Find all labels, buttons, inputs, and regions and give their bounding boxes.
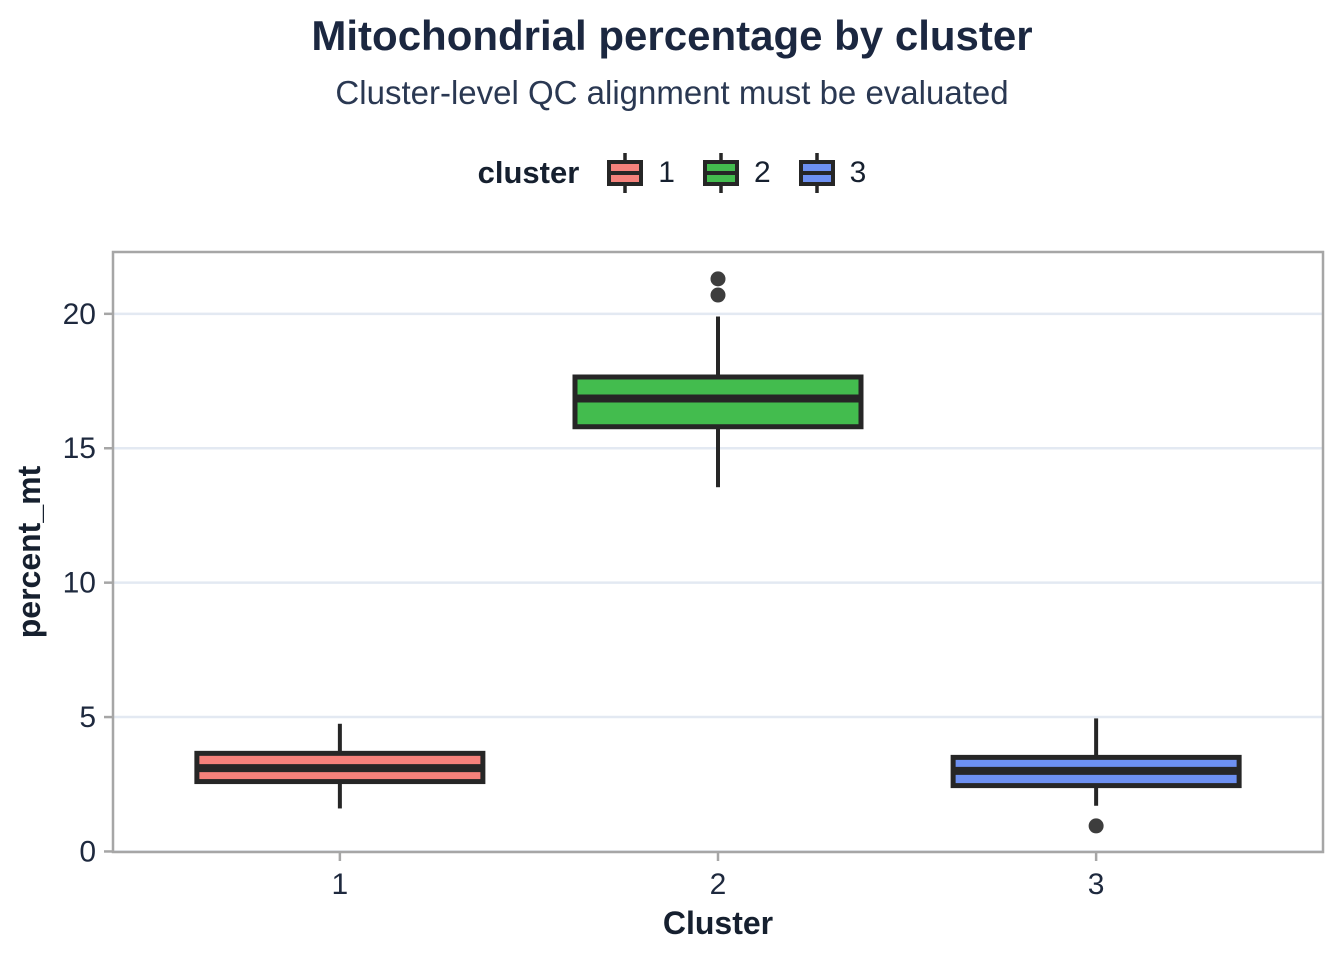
x-tick-label: 2	[710, 868, 727, 901]
boxplot-key-icon	[798, 153, 835, 193]
outlier-point	[710, 271, 726, 287]
y-axis-title: percent_mt	[11, 465, 47, 638]
page-title: Mitochondrial percentage by cluster	[311, 12, 1033, 59]
legend-item-3: 3	[797, 150, 867, 196]
legend-title: cluster	[477, 155, 580, 190]
boxplot-key-icon	[702, 153, 739, 193]
x-tick-label: 3	[1088, 868, 1105, 901]
panel-border	[111, 250, 1325, 854]
legend-item-label: 2	[753, 156, 771, 189]
legend-item-label: 3	[849, 156, 867, 189]
page-subtitle: Cluster-level QC alignment must be evalu…	[335, 74, 1009, 111]
outlier-point	[710, 287, 726, 303]
y-tick-label: 20	[63, 298, 96, 331]
y-tick-label: 10	[63, 567, 96, 600]
legend-item-2: 2	[701, 150, 771, 196]
x-axis-title: Cluster	[663, 905, 773, 941]
legend: cluster 1 2 3	[0, 150, 1344, 196]
outlier-point	[1088, 818, 1104, 834]
y-tick-label: 0	[79, 835, 96, 868]
y-tick-label: 15	[63, 432, 96, 465]
legend-items: 1 2 3	[605, 150, 866, 196]
y-tick-label: 5	[79, 701, 96, 734]
legend-item-label: 1	[658, 156, 675, 189]
boxplot-key-icon	[607, 153, 644, 193]
x-tick-label: 1	[332, 868, 349, 901]
legend-item-1: 1	[605, 150, 675, 196]
